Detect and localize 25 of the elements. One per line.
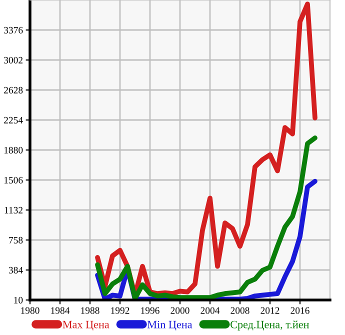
legend-label: Max Цена [62,320,110,331]
line-series [95,136,318,300]
x-tick-label: 1992 [111,307,130,314]
x-tick-label: 2000 [170,307,190,314]
y-tick-label: 1880 [4,146,23,154]
y-tick-label: 1506 [4,176,23,184]
y-tick-label: 2254 [4,116,23,124]
x-tick-label: 2008 [230,307,250,314]
x-tick-label: 1988 [81,307,100,314]
legend-label: Сред.Цена, т.йен [230,320,309,331]
x-tick-label: 1984 [51,307,70,314]
x-tick-label: 2012 [260,307,280,314]
x-tick-label: 1996 [141,307,160,314]
x-tick-label: 2016 [290,307,310,314]
x-tick-label: 2004 [200,307,220,314]
y-tick-label: 10 [14,296,23,304]
y-tick-label: 384 [8,266,23,274]
y-tick-label: 3376 [4,26,23,34]
line-series [95,2,318,298]
y-tick-label: 3002 [4,56,23,64]
legend-label: Min Цена [147,320,192,331]
y-tick-label: 2628 [4,86,23,94]
y-tick-label: 758 [9,236,23,244]
x-tick-label: 1980 [21,307,40,314]
y-tick-label: 1132 [4,206,23,214]
